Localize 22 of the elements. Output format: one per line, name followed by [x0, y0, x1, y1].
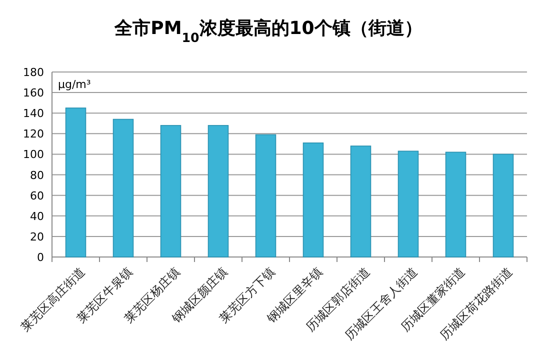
bar [65, 108, 86, 258]
bar [302, 142, 324, 258]
bar [112, 118, 134, 258]
bar [398, 150, 419, 258]
y-tick-label: 0 [37, 251, 44, 264]
y-tick-label: 140 [23, 107, 44, 120]
bar [445, 152, 466, 258]
y-tick-label: 40 [30, 210, 44, 223]
bar [492, 154, 514, 258]
y-tick-label: 100 [23, 148, 44, 162]
bar [255, 134, 276, 258]
y-tick-label: 20 [30, 230, 44, 244]
y-tick-label: 180 [23, 66, 44, 79]
y-tick-label: 160 [23, 86, 44, 100]
bar [350, 146, 372, 258]
y-tick-label: 80 [30, 168, 44, 182]
chart-title: 全市PM$_{10}$浓度最高的10个镇（街道） [114, 18, 422, 44]
y-tick-label: 60 [30, 189, 44, 202]
y-axis-title: μg/m³ [58, 78, 91, 91]
bar [208, 125, 229, 258]
bar [160, 125, 182, 258]
y-tick-label: 120 [23, 128, 44, 141]
